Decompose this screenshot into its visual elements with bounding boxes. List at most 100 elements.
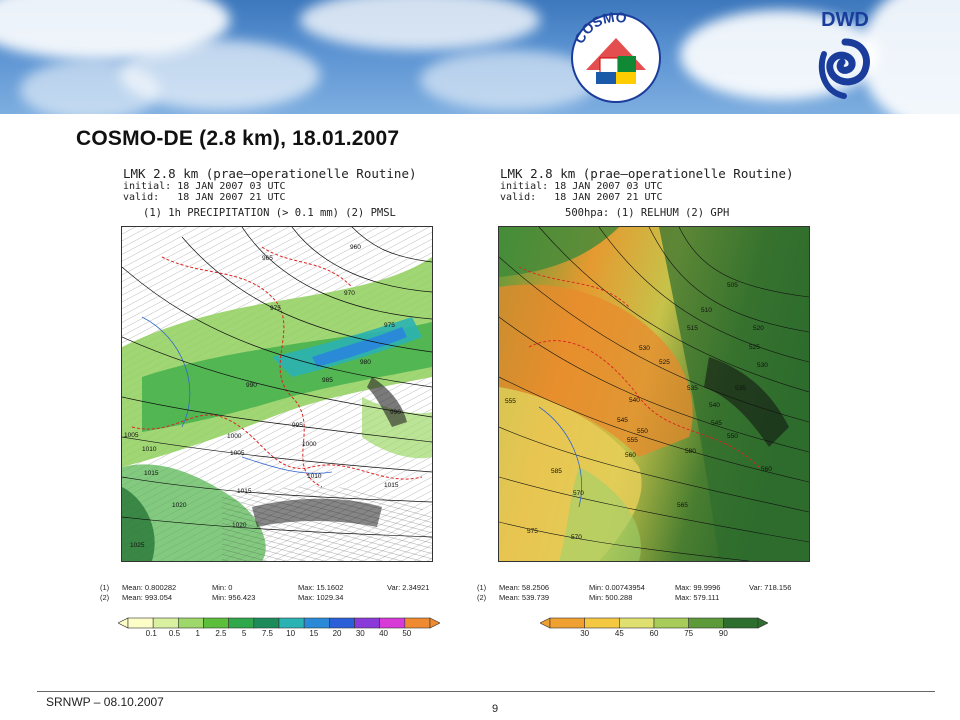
stats-max: Max: 99.9996 [675, 583, 721, 592]
colorbar-segment [127, 617, 154, 629]
stats-mean: Mean: 58.2506 [499, 583, 550, 592]
stats-mean: Mean: 539.739 [499, 593, 550, 602]
colorbar-tick-label: 7.5 [261, 629, 273, 638]
colorbar-segment [688, 617, 724, 629]
footer-text: SRNWP – 08.10.2007 [46, 695, 164, 709]
isobar-label: 965 [262, 255, 273, 262]
gph-label: 555 [627, 437, 638, 444]
gph-label: 520 [753, 325, 764, 332]
colorbar-tick-label: 75 [684, 629, 694, 638]
colorbar-end-left [540, 617, 551, 629]
left-stats-row: (1) Mean: 0.800282 Min: 0 Max: 15.1602 V… [100, 583, 440, 593]
colorbar-end-right [757, 617, 768, 629]
colorbar-segment [329, 617, 355, 629]
left-colorbar-labels: 0.1 0.5 1 2.5 5 7.5 10 15 20 30 40 50 [118, 629, 440, 641]
gph-label: 505 [727, 282, 738, 289]
right-colorbar [540, 617, 768, 629]
colorbar-tick-label: 0.5 [168, 629, 181, 638]
gph-label: 525 [659, 359, 670, 366]
gph-label: 580 [685, 448, 696, 455]
stats-var: Var: 718.156 [749, 583, 792, 592]
stats-min: Min: 0 [212, 583, 233, 592]
isobar-label: 1020 [232, 522, 247, 529]
colorbar-segment [379, 617, 406, 629]
colorbar-segment [619, 617, 655, 629]
stats-max: Max: 1029.34 [298, 593, 344, 602]
right-initial-label: initial: [500, 181, 549, 192]
isobar-label: 1000 [227, 433, 242, 440]
gph-label: 540 [629, 397, 640, 404]
precip-pmsl-map: 960 965 970 975 975 980 985 990 990 995 … [122, 227, 432, 561]
right-valid-label: valid: [500, 192, 537, 203]
stats-var: Var: 2.34921 [387, 583, 430, 592]
stats-min: Min: 500.288 [589, 593, 633, 602]
page-number: 9 [492, 703, 499, 715]
stats-min: Min: 0.00743954 [589, 583, 645, 592]
right-stats-row: (2) Mean: 539.739 Min: 500.288 Max: 579.… [477, 593, 817, 603]
right-map: 505 510 515 520 525 525 530 530 535 535 … [498, 226, 810, 562]
colorbar-segment [354, 617, 380, 629]
left-map: 960 965 970 975 975 980 985 990 990 995 … [121, 226, 433, 562]
colorbar-segment [203, 617, 229, 629]
colorbar-segment [653, 617, 689, 629]
colorbar-segment [584, 617, 620, 629]
isobar-label: 995 [292, 422, 303, 429]
slide-title: COSMO-DE (2.8 km), 18.01.2007 [76, 127, 400, 150]
stats-mean: Mean: 993.054 [122, 593, 173, 602]
right-map-title: LMK 2.8 km (prae–operationelle Routine) [500, 166, 794, 181]
colorbar-segment [152, 617, 179, 629]
colorbar-segment [278, 617, 305, 629]
isobar-label: 1010 [142, 446, 157, 453]
colorbar-segment [178, 617, 204, 629]
isobar-label: 1025 [130, 542, 145, 549]
colorbar-segment [404, 617, 431, 629]
left-initial-label: initial: [123, 181, 172, 192]
colorbar-tick-label: 90 [718, 629, 728, 638]
isobar-label: 1015 [237, 488, 252, 495]
left-initial-value: 18 JAN 2007 03 UTC [177, 181, 286, 192]
colorbar-tick-label: 45 [614, 629, 624, 638]
gph-label: 540 [709, 402, 720, 409]
stats-max: Max: 579.111 [675, 593, 720, 602]
right-colorbar-labels: 30 45 60 75 90 [540, 629, 768, 641]
isobar-label: 1015 [384, 482, 399, 489]
isobar-label: 1020 [172, 502, 187, 509]
gph-label: 570 [573, 490, 584, 497]
dwd-logo-text: DWD [821, 9, 869, 31]
left-valid-value: 18 JAN 2007 21 UTC [177, 192, 286, 203]
gph-label: 570 [571, 534, 582, 541]
colorbar-segment [253, 617, 280, 629]
colorbar-tick-label: 0.1 [145, 629, 157, 638]
colorbar-tick-label: 30 [580, 629, 590, 638]
isobar-label: 990 [390, 409, 401, 416]
isobar-label: 970 [344, 290, 355, 297]
gph-label: 525 [749, 344, 760, 351]
isobar-label: 975 [270, 305, 281, 312]
gph-label: 550 [637, 428, 648, 435]
right-initial-value: 18 JAN 2007 03 UTC [554, 181, 663, 192]
isobar-label: 990 [246, 382, 257, 389]
header-banner: COSMO DWD [0, 0, 960, 114]
colorbar-tick-label: 5 [241, 629, 247, 638]
colorbar-tick-label: 10 [286, 629, 296, 638]
colorbar-tick-label: 60 [649, 629, 659, 638]
isobar-label: 1005 [230, 450, 245, 457]
colorbar-segment [549, 617, 585, 629]
stats-min: Min: 956.423 [212, 593, 256, 602]
gph-label: 565 [677, 502, 688, 509]
isobar-label: 985 [322, 377, 333, 384]
colorbar-tick-label: 30 [355, 629, 365, 638]
dwd-logo: DWD [818, 9, 870, 99]
left-map-title: LMK 2.8 km (prae–operationelle Routine) [123, 166, 417, 181]
gph-label: 515 [687, 325, 698, 332]
isobar-label: 960 [350, 244, 361, 251]
right-stats: (1) Mean: 58.2506 Min: 0.00743954 Max: 9… [477, 583, 817, 605]
colorbar-tick-label: 15 [309, 629, 319, 638]
stats-id: (1) [477, 583, 487, 592]
isobar-label: 980 [360, 359, 371, 366]
right-map-header: LMK 2.8 km (prae–operationelle Routine) … [500, 166, 820, 222]
colorbar-tick-label: 2.5 [215, 629, 227, 638]
stats-mean: Mean: 0.800282 [122, 583, 177, 592]
colorbar-tick-label: 50 [402, 629, 412, 638]
colorbar-segment [228, 617, 255, 629]
